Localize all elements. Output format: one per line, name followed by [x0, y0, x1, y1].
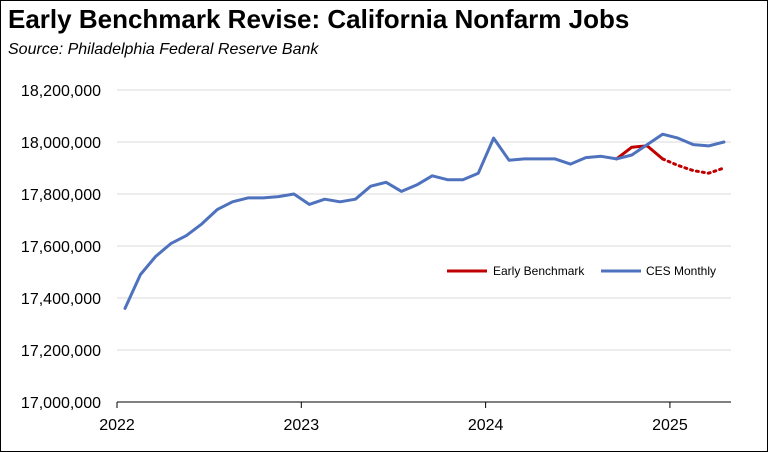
- x-tick-label: 2024: [468, 417, 504, 434]
- legend-label-ces-monthly: CES Monthly: [646, 264, 716, 278]
- y-tick-label: 18,000,000: [21, 135, 101, 152]
- chart-title: Early Benchmark Revise: California Nonfa…: [8, 4, 630, 34]
- y-tick-label: 18,200,000: [21, 83, 101, 100]
- series-lines: [123, 132, 726, 310]
- legend-label-early-benchmark: Early Benchmark: [493, 264, 585, 278]
- early-benchmark-line: [615, 144, 665, 161]
- x-tick-label: 2025: [652, 417, 688, 434]
- x-axis-ticks: 2022 2023 2024 2025: [99, 402, 688, 434]
- chart-subtitle: Source: Philadelphia Federal Reserve Ban…: [8, 41, 319, 58]
- ces-monthly-line: [123, 132, 726, 310]
- y-axis-tick-labels: 17,000,000 17,200,000 17,400,000 17,600,000…: [21, 83, 101, 412]
- y-tick-label: 17,400,000: [21, 291, 101, 308]
- x-tick-label: 2023: [284, 417, 320, 434]
- gridlines: [117, 89, 731, 351]
- x-tick-label: 2022: [99, 417, 135, 434]
- y-tick-label: 17,600,000: [21, 239, 101, 256]
- early-benchmark-projection-line: [661, 157, 726, 175]
- legend: Early Benchmark CES Monthly: [447, 264, 716, 278]
- y-tick-label: 17,000,000: [21, 395, 101, 412]
- y-tick-label: 17,200,000: [21, 343, 101, 360]
- y-tick-label: 17,800,000: [21, 187, 101, 204]
